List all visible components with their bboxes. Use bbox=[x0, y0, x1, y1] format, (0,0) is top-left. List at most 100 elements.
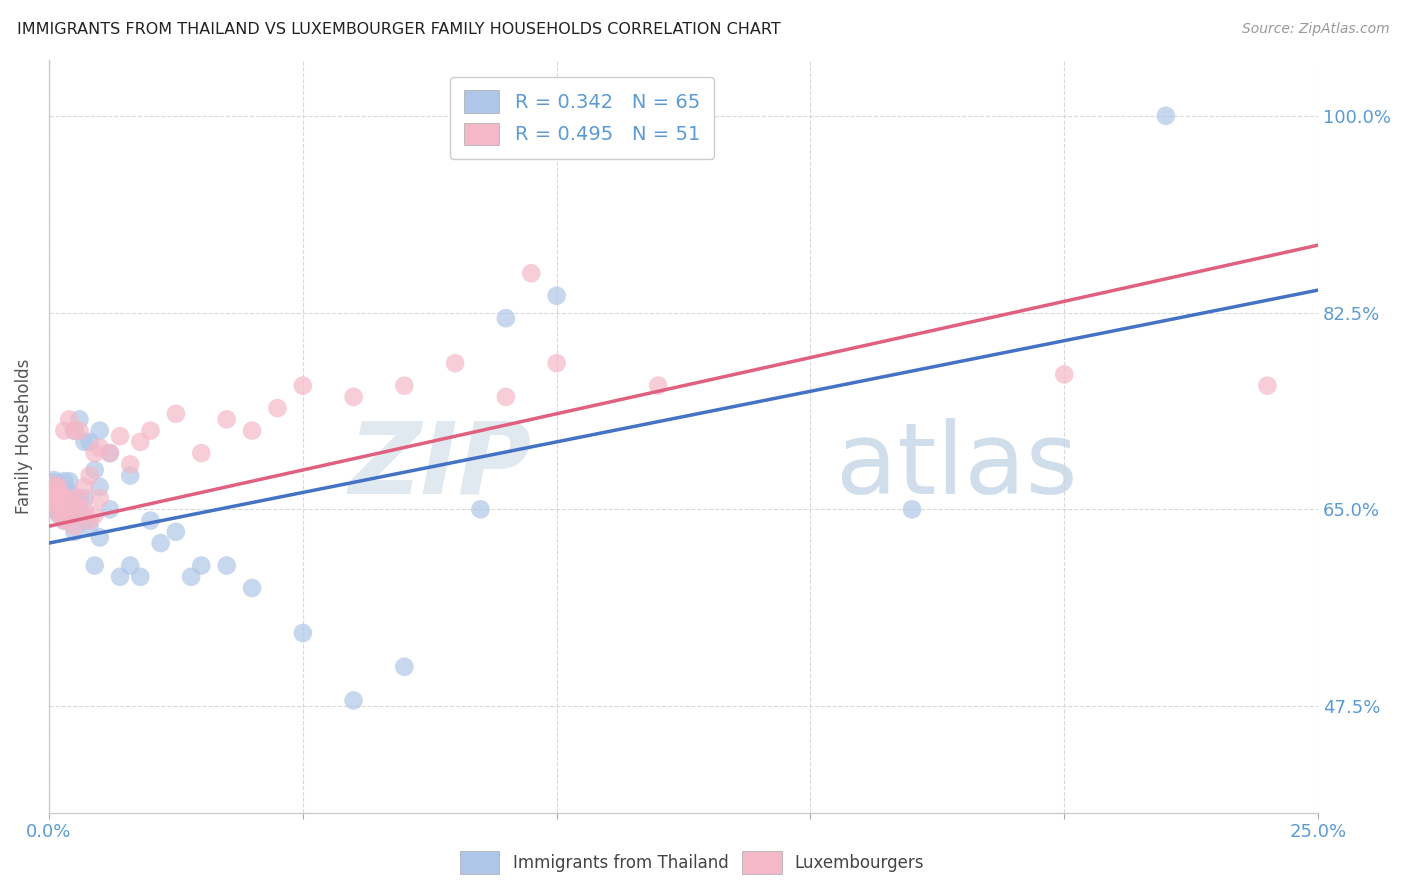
Point bbox=[394, 378, 416, 392]
Point bbox=[120, 458, 142, 472]
Point bbox=[342, 693, 364, 707]
Point bbox=[58, 485, 80, 500]
Point bbox=[190, 446, 212, 460]
Point bbox=[215, 412, 238, 426]
Point bbox=[48, 480, 70, 494]
Point bbox=[79, 434, 101, 449]
Point bbox=[42, 489, 65, 503]
Point bbox=[42, 477, 65, 491]
Point bbox=[83, 446, 105, 460]
Point bbox=[48, 505, 70, 519]
Point bbox=[79, 519, 101, 533]
Point bbox=[89, 480, 111, 494]
Point bbox=[901, 502, 924, 516]
Point bbox=[73, 480, 96, 494]
Point bbox=[58, 497, 80, 511]
Point bbox=[63, 424, 86, 438]
Point bbox=[67, 502, 90, 516]
Point bbox=[83, 463, 105, 477]
Point bbox=[89, 491, 111, 505]
Text: Luxembourgers: Luxembourgers bbox=[794, 855, 924, 872]
Point bbox=[42, 491, 65, 505]
Point bbox=[53, 424, 76, 438]
Point bbox=[79, 468, 101, 483]
Point bbox=[83, 508, 105, 522]
Point bbox=[291, 378, 314, 392]
Point bbox=[48, 508, 70, 522]
Point bbox=[48, 502, 70, 516]
Point bbox=[42, 485, 65, 500]
Point bbox=[63, 493, 86, 508]
Point bbox=[63, 524, 86, 539]
Text: Source: ZipAtlas.com: Source: ZipAtlas.com bbox=[1241, 22, 1389, 37]
Point bbox=[444, 356, 467, 370]
Point bbox=[63, 519, 86, 533]
Point bbox=[73, 491, 96, 505]
Point bbox=[42, 482, 65, 496]
Point bbox=[42, 502, 65, 516]
Point bbox=[98, 446, 121, 460]
Point bbox=[42, 497, 65, 511]
Point bbox=[53, 491, 76, 505]
Point bbox=[89, 424, 111, 438]
Point bbox=[67, 508, 90, 522]
Point bbox=[58, 505, 80, 519]
Point bbox=[67, 412, 90, 426]
Point bbox=[48, 485, 70, 500]
Point bbox=[108, 429, 131, 443]
Text: ZIP: ZIP bbox=[349, 417, 531, 515]
Point bbox=[1256, 378, 1278, 392]
Point bbox=[139, 514, 162, 528]
Point bbox=[240, 581, 263, 595]
Point bbox=[190, 558, 212, 573]
Point bbox=[98, 446, 121, 460]
Point bbox=[58, 474, 80, 488]
Point bbox=[53, 502, 76, 516]
Point bbox=[73, 514, 96, 528]
Legend: R = 0.342   N = 65, R = 0.495   N = 51: R = 0.342 N = 65, R = 0.495 N = 51 bbox=[450, 77, 714, 159]
Point bbox=[266, 401, 288, 416]
Point bbox=[149, 536, 172, 550]
Point bbox=[48, 491, 70, 505]
Point bbox=[79, 514, 101, 528]
Point bbox=[48, 508, 70, 522]
Point bbox=[240, 424, 263, 438]
Point bbox=[63, 508, 86, 522]
Point bbox=[120, 558, 142, 573]
Point bbox=[470, 502, 492, 516]
Point bbox=[1154, 109, 1177, 123]
Point bbox=[108, 570, 131, 584]
Point bbox=[42, 497, 65, 511]
Point bbox=[67, 424, 90, 438]
Point bbox=[129, 570, 152, 584]
Point bbox=[342, 390, 364, 404]
Point bbox=[58, 412, 80, 426]
Point bbox=[1053, 368, 1076, 382]
Point bbox=[165, 407, 187, 421]
Point bbox=[495, 311, 517, 326]
Point bbox=[495, 390, 517, 404]
Point bbox=[67, 491, 90, 505]
Point bbox=[67, 491, 90, 505]
Point bbox=[180, 570, 202, 584]
Point bbox=[48, 493, 70, 508]
Point bbox=[83, 558, 105, 573]
Point bbox=[48, 500, 70, 514]
Point bbox=[520, 266, 543, 280]
Point bbox=[42, 482, 65, 496]
Point bbox=[53, 514, 76, 528]
Point bbox=[89, 441, 111, 455]
Point bbox=[63, 497, 86, 511]
Point bbox=[58, 491, 80, 505]
Point bbox=[139, 424, 162, 438]
Point bbox=[48, 480, 70, 494]
Point bbox=[53, 502, 76, 516]
Point bbox=[73, 434, 96, 449]
Point bbox=[98, 502, 121, 516]
Point bbox=[63, 424, 86, 438]
Point bbox=[42, 477, 65, 491]
Point bbox=[53, 491, 76, 505]
Point bbox=[394, 659, 416, 673]
Point bbox=[546, 289, 568, 303]
Y-axis label: Family Households: Family Households bbox=[15, 359, 32, 514]
